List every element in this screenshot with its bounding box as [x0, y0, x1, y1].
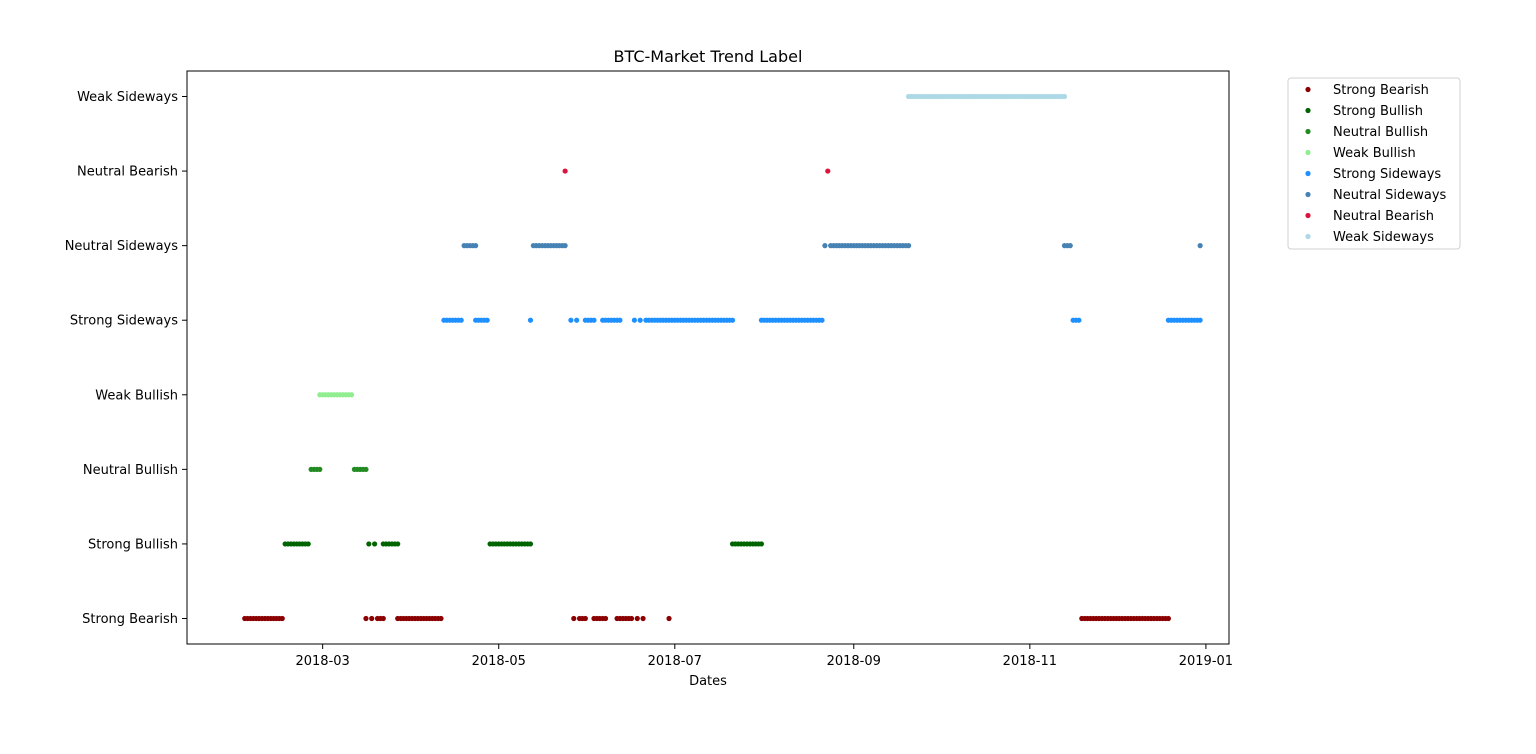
legend-label: Neutral Sideways — [1333, 188, 1447, 203]
data-point — [484, 317, 490, 323]
data-point — [380, 615, 386, 622]
x-tick-label: 2018-03 — [295, 654, 349, 669]
data-point — [582, 615, 588, 622]
data-point — [758, 541, 765, 547]
x-axis-label: Dates — [689, 674, 727, 689]
legend-box — [1287, 77, 1461, 250]
legend-label: Strong Bullish — [1333, 104, 1423, 119]
data-point — [438, 615, 444, 622]
data-point — [279, 615, 285, 622]
legend-marker — [1305, 191, 1311, 198]
data-point — [634, 615, 640, 622]
legend: Strong Bearish Strong Bullish Neutral Bull… — [1287, 77, 1461, 250]
data-point — [1061, 93, 1068, 100]
legend-label: Strong Sideways — [1333, 167, 1441, 182]
legend-label: Weak Sideways — [1333, 230, 1434, 245]
data-point — [458, 317, 464, 323]
y-tick-label: Neutral Sideways — [65, 239, 179, 254]
legend-label: Strong Bearish — [1333, 83, 1429, 98]
x-tick-label: 2018-11 — [1003, 654, 1057, 669]
data-point — [819, 317, 825, 323]
data-point — [591, 317, 597, 323]
data-point — [906, 243, 912, 249]
chart-title: BTC-Market Trend Label — [614, 47, 803, 66]
data-point — [527, 541, 534, 547]
data-point — [1076, 317, 1082, 323]
legend-marker — [1305, 107, 1311, 114]
data-point — [729, 317, 736, 323]
y-tick-label: Strong Bearish — [82, 612, 178, 627]
legend-label: Neutral Bullish — [1333, 125, 1428, 140]
legend-marker — [1305, 128, 1311, 135]
data-point — [825, 168, 831, 174]
data-point — [395, 541, 401, 547]
data-point — [366, 541, 372, 547]
plot-frame — [186, 70, 1230, 645]
x-tick-label: 2018-05 — [472, 654, 526, 669]
y-tick-label: Neutral Bullish — [83, 463, 178, 478]
data-point — [602, 615, 609, 622]
x-tick-label: 2019-01 — [1179, 654, 1233, 669]
legend-marker — [1305, 149, 1311, 156]
data-point — [348, 392, 355, 398]
data-point — [363, 615, 369, 622]
data-point — [372, 541, 378, 547]
data-point — [574, 317, 580, 323]
data-point — [1197, 317, 1203, 323]
y-tick-label: Weak Sideways — [77, 90, 178, 105]
data-point — [562, 243, 568, 249]
legend-marker — [1305, 233, 1311, 240]
points-layer — [242, 93, 1203, 622]
legend-label: Weak Bullish — [1333, 146, 1416, 161]
data-point — [305, 541, 311, 547]
data-point — [317, 466, 323, 472]
y-tick-label: Strong Sideways — [70, 314, 178, 329]
data-point — [1067, 243, 1073, 249]
data-point — [363, 466, 369, 472]
data-point — [617, 317, 623, 323]
data-point — [369, 615, 375, 622]
y-tick-label: Neutral Bearish — [77, 165, 178, 180]
data-point — [1165, 615, 1171, 622]
data-point — [1197, 243, 1203, 249]
data-point — [473, 243, 479, 249]
data-point — [637, 317, 643, 323]
x-tick-label: 2018-07 — [648, 654, 702, 669]
data-point — [628, 615, 635, 622]
data-point — [562, 168, 568, 174]
y-tick-label: Strong Bullish — [88, 537, 178, 552]
legend-label: Neutral Bearish — [1333, 209, 1434, 224]
legend-marker — [1305, 86, 1311, 93]
data-point — [571, 615, 577, 622]
data-point — [822, 243, 828, 249]
data-point — [527, 317, 534, 323]
data-point — [640, 615, 646, 622]
data-point — [666, 615, 672, 622]
x-tick-label: 2018-09 — [827, 654, 881, 669]
y-axis: Strong Bearish Strong Bullish Neutral Bull… — [65, 90, 187, 627]
data-point — [631, 317, 638, 323]
y-tick-label: Weak Bullish — [95, 388, 178, 403]
legend-marker — [1305, 212, 1311, 219]
legend-marker — [1305, 170, 1311, 177]
x-axis: 2018-03 2018-05 2018-07 2018-09 2018-11 2019-… — [295, 644, 1233, 669]
data-point — [568, 317, 574, 323]
